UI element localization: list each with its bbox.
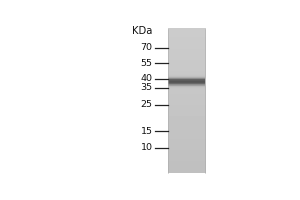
Text: 25: 25 [141, 100, 153, 109]
Bar [168, 84, 205, 85]
Bar [168, 79, 205, 80]
Bar [168, 88, 205, 89]
Bar [168, 75, 205, 76]
Text: 55: 55 [141, 59, 153, 68]
Bar [168, 81, 205, 82]
Bar [168, 80, 205, 81]
Bar [168, 83, 205, 84]
Bar [168, 76, 205, 77]
Bar [168, 81, 205, 82]
Bar [168, 84, 205, 86]
Bar [168, 78, 205, 80]
Bar [168, 85, 205, 86]
Text: KDa: KDa [132, 26, 153, 36]
Text: 10: 10 [141, 143, 153, 152]
Bar [168, 83, 205, 84]
Bar [168, 76, 205, 77]
Bar [168, 78, 205, 79]
Bar [168, 86, 205, 87]
Bar [168, 82, 205, 83]
Bar [168, 88, 205, 89]
Bar [168, 74, 205, 75]
Bar [168, 83, 205, 84]
Bar [168, 74, 205, 76]
Bar [168, 81, 205, 82]
Text: 35: 35 [140, 83, 153, 92]
Bar [168, 80, 205, 81]
Bar [168, 87, 205, 88]
Bar [168, 87, 205, 88]
Bar [168, 82, 205, 83]
Bar [168, 79, 205, 81]
Text: 40: 40 [141, 74, 153, 83]
Bar [168, 78, 205, 79]
Bar [168, 82, 205, 83]
Bar [168, 76, 205, 77]
Bar [168, 87, 205, 88]
Bar [168, 77, 205, 78]
Bar [168, 75, 205, 76]
Text: 70: 70 [141, 43, 153, 52]
Bar [168, 85, 205, 86]
Bar [168, 86, 205, 87]
Bar [168, 79, 205, 80]
Bar [168, 85, 205, 87]
Bar [168, 77, 205, 78]
Bar [168, 84, 205, 85]
Bar [168, 77, 205, 78]
Text: 15: 15 [141, 127, 153, 136]
